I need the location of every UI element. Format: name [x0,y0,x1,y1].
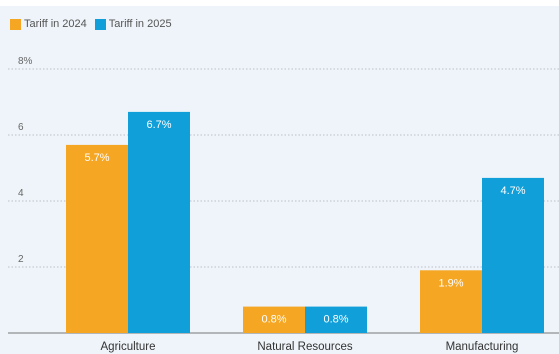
bar-data-label: 0.8% [323,314,348,326]
legend-label-2025: Tariff in 2025 [108,18,172,30]
bar-2025 [305,306,367,333]
legend-swatch-2024 [10,18,21,30]
bar-2025 [482,177,544,333]
y-tick-label: 2 [18,254,24,265]
bar-2024 [66,144,128,333]
bar-2024 [420,270,482,333]
x-category-label: Natural Resources [257,341,352,353]
bar-data-label: 4.7% [500,185,525,197]
top-strip [0,0,559,6]
legend-item-2025: Tariff in 2025 [94,18,172,30]
bar-data-label: 1.9% [438,277,463,289]
legend-swatch-2025 [94,18,106,30]
bar-2024 [243,306,305,333]
y-tick-label: 6 [18,122,24,133]
bar-data-label: 6.7% [146,119,171,131]
x-category-label: Agriculture [101,341,156,353]
y-tick-label: 4 [18,188,24,199]
y-tick-label: 8% [18,56,33,67]
bar-2025 [128,111,190,334]
legend-item-2024: Tariff in 2024 [10,18,87,30]
legend: Tariff in 2024 Tariff in 2025 [10,18,180,30]
bar-data-label: 0.8% [261,314,286,326]
bar-data-label: 5.7% [84,152,109,164]
legend-label-2024: Tariff in 2024 [24,18,87,30]
x-category-label: Manufacturing [446,341,519,353]
